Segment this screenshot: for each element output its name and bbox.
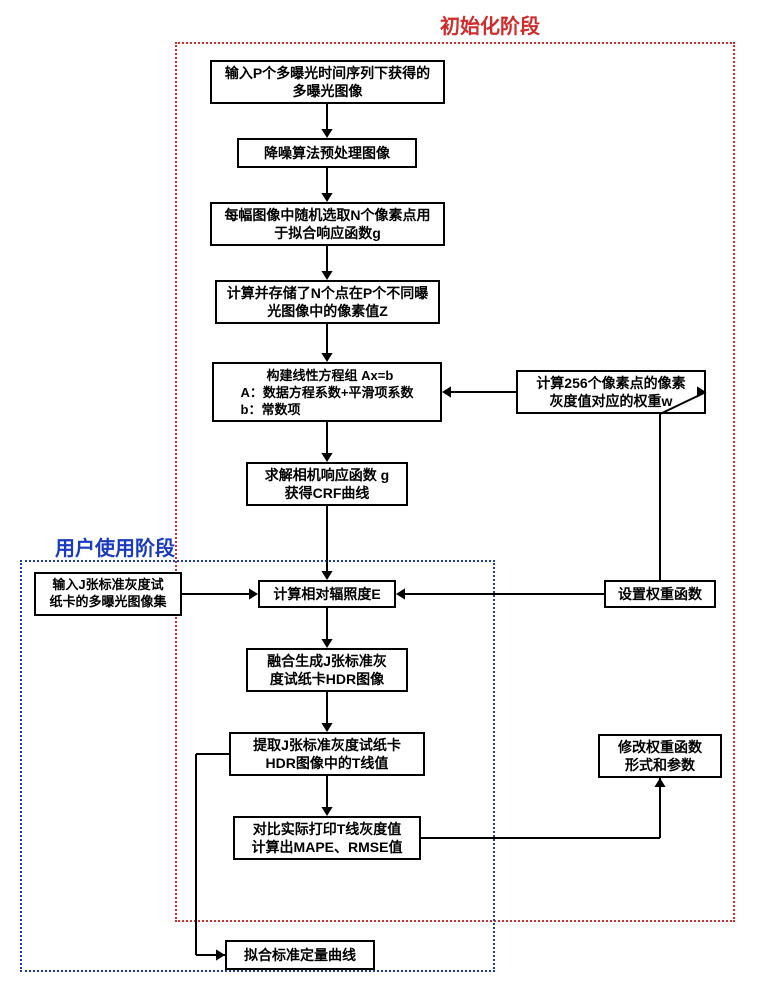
node-n5: 构建线性方程组 Ax=bA：数据方程系数+平滑项系数b：常数项 <box>212 362 442 422</box>
node-n5r: 计算256个像素点的像素灰度值对应的权重w <box>516 370 706 414</box>
node-n6-text: 求解相机响应函数 g获得CRF曲线 <box>265 466 389 502</box>
node-n9r: 修改权重函数形式和参数 <box>598 734 722 778</box>
node-n7l: 输入J张标准灰度试纸卡的多曝光图像集 <box>34 572 182 616</box>
node-n4-text: 计算并存储了N个点在P个不同曝光图像中的像素值Z <box>227 284 428 320</box>
node-n1: 输入P个多曝光时间序列下获得的多曝光图像 <box>210 60 445 104</box>
node-n7r: 设置权重函数 <box>604 580 716 608</box>
node-n9-text: 提取J张标准灰度试纸卡HDR图像中的T线值 <box>253 736 401 772</box>
node-n11-text: 拟合标准定量曲线 <box>244 946 356 964</box>
node-n10: 对比实际打印T线灰度值计算出MAPE、RMSE值 <box>233 816 421 860</box>
node-n7-text: 计算相对辐照度E <box>273 585 380 603</box>
node-n6: 求解相机响应函数 g获得CRF曲线 <box>246 462 408 506</box>
node-n5-text: 构建线性方程组 Ax=bA：数据方程系数+平滑项系数b：常数项 <box>241 368 414 419</box>
node-n2-text: 降噪算法预处理图像 <box>264 144 390 162</box>
node-n8-text: 融合生成J张标准灰度试纸卡HDR图像 <box>267 652 387 688</box>
node-n11: 拟合标准定量曲线 <box>225 940 375 970</box>
node-n10-text: 对比实际打印T线灰度值计算出MAPE、RMSE值 <box>252 820 403 856</box>
node-n7l-text: 输入J张标准灰度试纸卡的多曝光图像集 <box>49 577 166 611</box>
node-n9r-text: 修改权重函数形式和参数 <box>618 738 702 774</box>
node-n7: 计算相对辐照度E <box>258 580 396 608</box>
node-n5r-text: 计算256个像素点的像素灰度值对应的权重w <box>536 374 685 410</box>
init-phase-label: 初始化阶段 <box>440 10 540 39</box>
user-phase-label: 用户使用阶段 <box>55 532 175 561</box>
node-n3-text: 每幅图像中随机选取N个像素点用于拟合响应函数g <box>224 206 430 242</box>
node-n3: 每幅图像中随机选取N个像素点用于拟合响应函数g <box>210 202 445 246</box>
node-n7r-text: 设置权重函数 <box>618 585 702 603</box>
node-n4: 计算并存储了N个点在P个不同曝光图像中的像素值Z <box>215 280 440 324</box>
node-n2: 降噪算法预处理图像 <box>237 138 417 168</box>
flowchart-canvas: 初始化阶段用户使用阶段 输入P个多曝光时间序列下获得的多曝光图像降噪算法预处理图像… <box>0 0 768 1000</box>
node-n8: 融合生成J张标准灰度试纸卡HDR图像 <box>246 648 408 692</box>
node-n1-text: 输入P个多曝光时间序列下获得的多曝光图像 <box>225 64 430 100</box>
node-n9: 提取J张标准灰度试纸卡HDR图像中的T线值 <box>229 732 425 776</box>
